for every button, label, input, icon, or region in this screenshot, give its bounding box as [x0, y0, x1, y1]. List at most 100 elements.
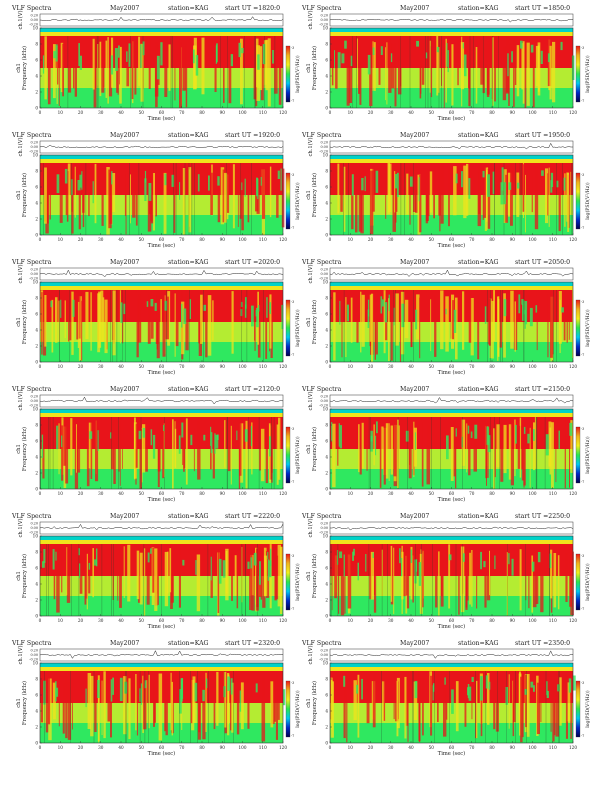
quiet-streak — [569, 422, 573, 436]
sferic-streak — [452, 300, 455, 340]
sferic-streak — [394, 171, 396, 213]
sferic-streak — [135, 674, 137, 731]
sferic-streak — [521, 43, 524, 90]
sferic-streak — [506, 552, 508, 616]
quiet-streak — [215, 434, 219, 449]
voltage-axis-label: ch.1(V) — [307, 519, 314, 538]
sferic-streak — [358, 46, 361, 94]
sferic-streak — [430, 299, 432, 352]
freq-tick-label: 4 — [325, 455, 328, 460]
freq-tick-label: 6 — [325, 312, 328, 317]
sferic-streak — [90, 292, 92, 351]
sferic-streak — [58, 423, 60, 475]
quiet-streak — [140, 683, 142, 705]
quiet-streak — [418, 562, 421, 586]
quiet-streak — [375, 170, 379, 193]
sferic-streak — [107, 675, 111, 722]
voltage-tick-label: 0.00 — [320, 399, 328, 403]
sferic-streak — [502, 46, 507, 101]
sferic-streak — [47, 37, 51, 105]
panel-date: May2007 — [110, 132, 139, 139]
sferic-streak — [153, 681, 156, 723]
sferic-streak — [522, 41, 525, 104]
time-tick-label: 110 — [549, 491, 557, 496]
sferic-streak — [146, 553, 150, 605]
sferic-streak — [131, 37, 134, 100]
time-axis-label: Time (sec) — [438, 115, 465, 122]
voltage-axis-label: ch.1(V) — [17, 265, 24, 284]
quiet-streak — [152, 434, 156, 459]
time-tick-label: 90 — [220, 237, 226, 242]
time-tick-label: 120 — [279, 110, 287, 115]
time-tick-label: 60 — [159, 364, 165, 369]
sferic-streak — [393, 547, 395, 615]
voltage-tick-label: -0.20 — [29, 404, 38, 408]
sferic-streak — [117, 553, 119, 601]
sferic-streak — [165, 675, 168, 736]
quiet-streak — [123, 303, 126, 315]
sferic-streak — [247, 680, 250, 729]
sferic-streak — [101, 167, 104, 226]
time-axis-label: Time (sec) — [438, 242, 465, 249]
sferic-streak — [357, 674, 360, 738]
freq-axis-label: Frequency (kHz) — [311, 300, 318, 344]
sferic-streak — [552, 291, 554, 355]
time-tick-label: 50 — [429, 110, 435, 115]
sferic-streak — [225, 548, 229, 601]
voltage-frame — [329, 267, 574, 281]
quiet-streak — [448, 554, 452, 561]
voltage-tick-label: 0.20 — [320, 395, 328, 399]
time-tick-label: 30 — [98, 110, 104, 115]
sferic-streak — [419, 297, 421, 359]
voltage-tick-label: 0.20 — [30, 522, 38, 526]
quiet-streak — [43, 549, 46, 563]
sferic-streak — [256, 45, 260, 101]
sferic-streak — [55, 297, 58, 343]
time-tick-label: 20 — [78, 237, 84, 242]
quiet-streak — [483, 561, 486, 568]
sferic-streak — [73, 44, 75, 89]
time-tick-label: 90 — [510, 745, 516, 750]
panel-title: VLF Spectra — [301, 5, 342, 12]
sferic-streak — [152, 547, 155, 593]
sferic-streak — [260, 428, 265, 482]
spectrogram-yellow-band — [40, 32, 283, 36]
sferic-streak — [274, 37, 278, 94]
sferic-streak — [457, 47, 459, 86]
panel-title: VLF Spectra — [301, 132, 342, 139]
time-tick-label: 110 — [549, 237, 557, 242]
time-tick-label: 110 — [259, 745, 267, 750]
sferic-streak — [340, 164, 343, 212]
sferic-streak — [440, 290, 444, 350]
colorbar — [285, 172, 291, 230]
sferic-streak — [460, 42, 465, 90]
quiet-streak — [451, 689, 454, 714]
quiet-streak — [390, 53, 393, 63]
voltage-tick-label: -0.20 — [29, 531, 38, 535]
sferic-streak — [72, 672, 73, 730]
sferic-streak — [469, 552, 471, 605]
colorbar-label: log(PSD(V²/Hz)) — [294, 55, 301, 93]
sferic-streak — [44, 36, 47, 100]
quiet-streak — [462, 553, 465, 562]
sferic-streak — [475, 47, 478, 104]
sferic-streak — [265, 420, 268, 484]
sferic-streak — [369, 545, 373, 600]
voltage-trace — [329, 396, 574, 404]
sferic-streak — [182, 168, 186, 235]
spectrogram-yellow-band — [40, 413, 283, 417]
time-tick-label: 20 — [368, 745, 374, 750]
voltage-tick-label: 0.20 — [30, 141, 38, 145]
voltage-tick-label: 0.00 — [30, 399, 38, 403]
quiet-streak — [537, 552, 541, 563]
time-tick-label: 120 — [569, 237, 577, 242]
quiet-streak — [334, 50, 335, 69]
quiet-streak — [269, 436, 271, 457]
quiet-streak — [189, 299, 191, 319]
quiet-streak — [269, 548, 272, 567]
quiet-streak — [343, 554, 345, 577]
time-axis-label: Time (sec) — [438, 496, 465, 503]
sferic-streak — [366, 678, 370, 724]
sferic-streak — [212, 417, 215, 479]
sferic-streak — [405, 677, 409, 726]
